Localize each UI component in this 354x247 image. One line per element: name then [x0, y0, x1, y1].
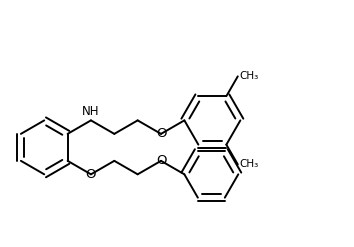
- Text: CH₃: CH₃: [240, 71, 259, 81]
- Text: NH: NH: [82, 105, 100, 118]
- Text: O: O: [86, 168, 96, 181]
- Text: CH₃: CH₃: [240, 159, 259, 169]
- Text: O: O: [156, 127, 166, 140]
- Text: O: O: [156, 154, 166, 167]
